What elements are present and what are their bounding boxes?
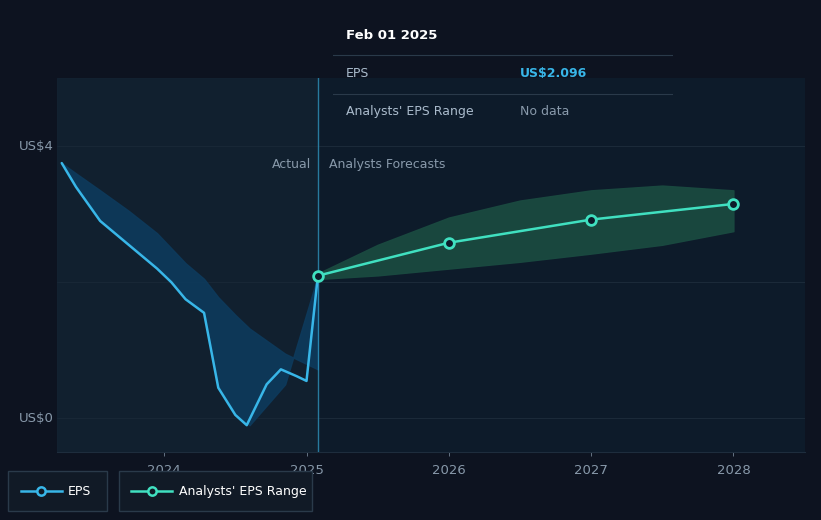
Text: Feb 01 2025: Feb 01 2025 [346, 29, 438, 42]
Text: No data: No data [520, 105, 569, 118]
Bar [57, 78, 318, 452]
Text: Analysts' EPS Range: Analysts' EPS Range [179, 485, 306, 498]
Text: EPS: EPS [67, 485, 90, 498]
Text: US$2.096: US$2.096 [520, 67, 587, 80]
Text: Analysts' EPS Range: Analysts' EPS Range [346, 105, 474, 118]
Text: EPS: EPS [346, 67, 369, 80]
Text: Analysts Forecasts: Analysts Forecasts [329, 158, 446, 171]
Text: US$4: US$4 [19, 139, 53, 152]
Text: Actual: Actual [272, 158, 311, 171]
FancyBboxPatch shape [8, 471, 107, 512]
Text: US$0: US$0 [19, 412, 53, 425]
FancyBboxPatch shape [119, 471, 312, 512]
